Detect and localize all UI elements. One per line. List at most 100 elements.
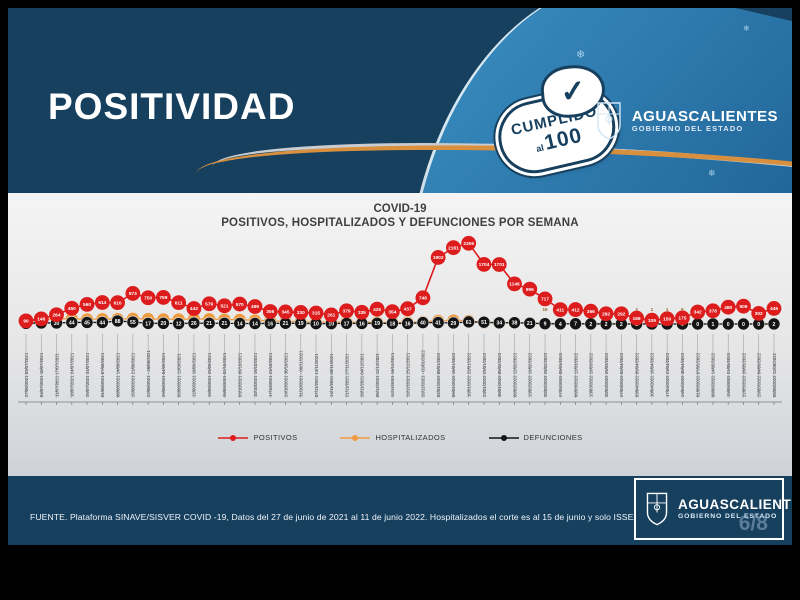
x-axis-label: 22/05/2022 28/05/2022	[741, 352, 746, 397]
svg-text:379: 379	[343, 308, 351, 314]
data-point-defunciones	[96, 316, 109, 329]
x-axis-label: 23/01/2022 29/01/2022	[482, 352, 487, 397]
svg-text:26: 26	[191, 321, 197, 327]
legend-label: DEFUNCIONES	[523, 433, 583, 442]
svg-text:14: 14	[237, 321, 243, 327]
data-point-defunciones	[401, 317, 414, 330]
snowflake-icon: ❄	[743, 24, 750, 33]
data-point-defunciones	[187, 316, 201, 330]
x-axis-label: 08/05/2022 14/05/2022	[711, 352, 716, 397]
data-point-positivos	[568, 302, 583, 317]
data-point-defunciones	[523, 316, 537, 330]
header-band: ❄ ❄ ❄ ❄ POSITIVIDAD CUMPLIDO al 100 ✓	[8, 8, 792, 193]
hospitalizados-label: 1	[666, 307, 669, 312]
svg-text:109: 109	[648, 318, 656, 324]
data-point-defunciones	[65, 316, 79, 329]
data-point-positivos	[186, 301, 202, 316]
svg-text:499: 499	[251, 304, 259, 310]
data-point-positivos	[79, 297, 95, 312]
hospitalizados-label: 2	[635, 307, 638, 312]
data-point-defunciones	[569, 317, 582, 331]
svg-text:0: 0	[727, 322, 730, 328]
footer-band: FUENTE. Plataforma SINAVE/SISVER COVID -…	[8, 476, 792, 545]
legend-label: HOSPITALIZADOS	[375, 433, 446, 442]
x-axis-label: 31/10/2021 - 06/11/2021	[299, 350, 304, 397]
svg-text:30: 30	[54, 321, 60, 327]
data-point-defunciones	[80, 316, 94, 329]
svg-text:2181: 2181	[448, 245, 459, 251]
x-axis-label: 13/02/2022 19/02/2022	[528, 352, 533, 397]
svg-text:1902: 1902	[433, 255, 444, 261]
x-axis-label: 10/04/2022 16/04/2022	[650, 352, 655, 397]
legend-label: POSITIVOS	[253, 433, 298, 442]
svg-text:356: 356	[266, 309, 274, 315]
data-point-positivos	[354, 304, 370, 320]
data-point-defunciones	[721, 317, 735, 331]
coat-of-arms-icon	[646, 492, 668, 526]
svg-text:292: 292	[617, 311, 625, 317]
svg-text:16: 16	[359, 321, 365, 327]
data-point-positivos	[201, 296, 217, 312]
x-axis-label: 03/10/2021 09/10/2021	[238, 352, 243, 397]
x-axis-label: 22/08/2021 - 28/08/2021	[146, 350, 151, 397]
x-axis-label: 15/05/2022 21/05/2022	[726, 352, 731, 397]
x-axis-label: 20/03/2022 26/03/2022	[604, 352, 609, 397]
snowflake-icon: ❄	[576, 49, 586, 61]
svg-text:480: 480	[724, 305, 732, 311]
svg-text:610: 610	[114, 300, 122, 306]
x-axis-label: 04/07/2021 10/07/2021	[39, 352, 44, 397]
data-point-defunciones	[538, 317, 552, 330]
page-title: POSITIVIDAD	[48, 86, 296, 127]
data-point-positivos	[613, 306, 629, 322]
svg-text:330: 330	[297, 310, 305, 316]
data-point-defunciones	[416, 316, 430, 329]
svg-text:34: 34	[496, 321, 502, 327]
data-point-defunciones	[767, 317, 781, 331]
data-point-positivos	[522, 281, 538, 297]
data-point-positivos	[491, 257, 507, 272]
svg-text:16: 16	[405, 321, 411, 327]
x-axis-label: 19/09/2021 25/09/2021	[207, 352, 212, 397]
data-point-positivos	[171, 295, 187, 311]
x-axis-label: 12/09/2021 18/09/2021	[192, 352, 197, 397]
x-axis-label: 01/08/2021 07/08/2021	[100, 352, 105, 397]
svg-text:2: 2	[589, 322, 592, 328]
x-axis-label: 26/12/2021 - 01/01/2022	[421, 350, 426, 397]
x-axis-label: 17/04/2022 23/04/2022	[665, 352, 670, 397]
badge-al: al	[535, 142, 545, 154]
data-point-positivos	[537, 291, 553, 307]
data-point-positivos	[308, 305, 324, 321]
data-point-positivos	[18, 313, 34, 329]
svg-text:10: 10	[313, 322, 319, 328]
svg-text:996: 996	[526, 287, 534, 293]
svg-text:425: 425	[373, 307, 381, 313]
svg-text:614: 614	[98, 300, 106, 306]
data-point-defunciones	[431, 316, 445, 329]
svg-text:55: 55	[130, 320, 136, 326]
svg-text:437: 437	[404, 306, 412, 312]
data-point-positivos	[583, 303, 599, 319]
svg-text:1146: 1146	[509, 282, 520, 288]
x-axis-label: 07/11/2021 13/11/2021	[314, 353, 319, 397]
data-point-positivos	[278, 304, 293, 320]
x-axis-label: 16/01/2022 22/01/2022	[466, 352, 471, 397]
data-point-defunciones	[492, 316, 506, 330]
presentation-slide: ❄ ❄ ❄ ❄ POSITIVIDAD CUMPLIDO al 100 ✓	[8, 8, 792, 545]
data-point-positivos	[125, 286, 141, 301]
data-point-positivos	[598, 306, 614, 322]
svg-text:717: 717	[541, 297, 549, 303]
svg-text:378: 378	[709, 308, 717, 314]
svg-text:88: 88	[115, 319, 121, 325]
data-point-positivos	[323, 307, 339, 323]
svg-text:261: 261	[327, 313, 335, 319]
data-point-positivos	[155, 290, 171, 305]
svg-text:4: 4	[559, 322, 562, 328]
svg-text:873: 873	[129, 291, 137, 297]
data-point-defunciones	[233, 317, 247, 330]
data-point-positivos	[49, 307, 64, 323]
svg-text:560: 560	[83, 302, 91, 308]
svg-text:17: 17	[145, 321, 151, 327]
data-point-defunciones	[202, 316, 216, 330]
chart-title: COVID-19	[373, 203, 427, 215]
x-axis-label: 21/11/2021 27/11/2021	[344, 353, 349, 397]
